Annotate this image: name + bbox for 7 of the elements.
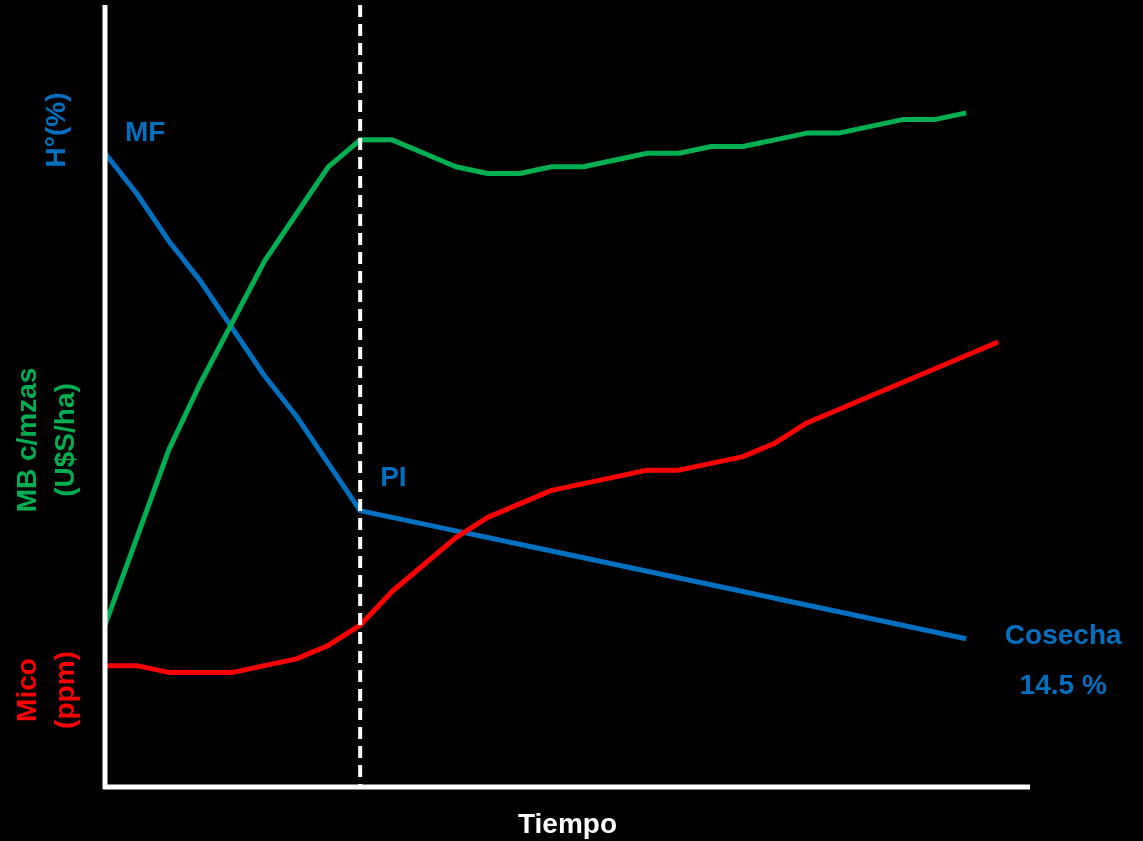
- text: MB c/mzas (U$S/ha): [11, 367, 80, 513]
- annotation: Cosecha 14.5 %: [1004, 618, 1122, 700]
- x-axis-title: Tiempo: [517, 808, 618, 839]
- annotation: PI: [380, 460, 407, 492]
- text: Mico (ppm): [11, 651, 80, 729]
- text: H°(%): [40, 92, 71, 168]
- annotation: MF: [125, 116, 166, 148]
